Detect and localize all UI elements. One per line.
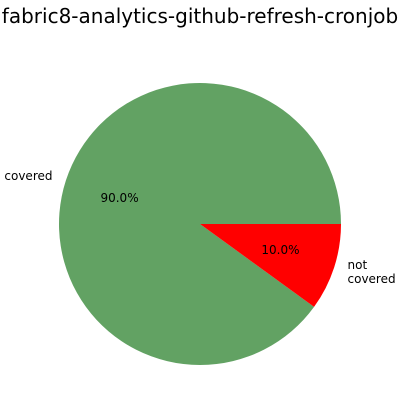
pie-slices (58, 83, 342, 366)
chart-title: fabric8-analytics-github-refresh-cronjob (2, 4, 398, 28)
pie-slice-label-line: not (348, 258, 368, 272)
pie-slice-label-line: covered (4, 169, 52, 183)
pie-slice-covered (58, 83, 342, 366)
pie-slice-not-covered (200, 224, 341, 307)
pie-slice-label-line: covered (348, 272, 396, 286)
pie-percent-label: 90.0% (100, 191, 138, 205)
pie-slice-label: not covered (348, 258, 396, 286)
pie-percent-label: 10.0% (261, 243, 299, 257)
pie-slice-label: covered (4, 169, 52, 183)
